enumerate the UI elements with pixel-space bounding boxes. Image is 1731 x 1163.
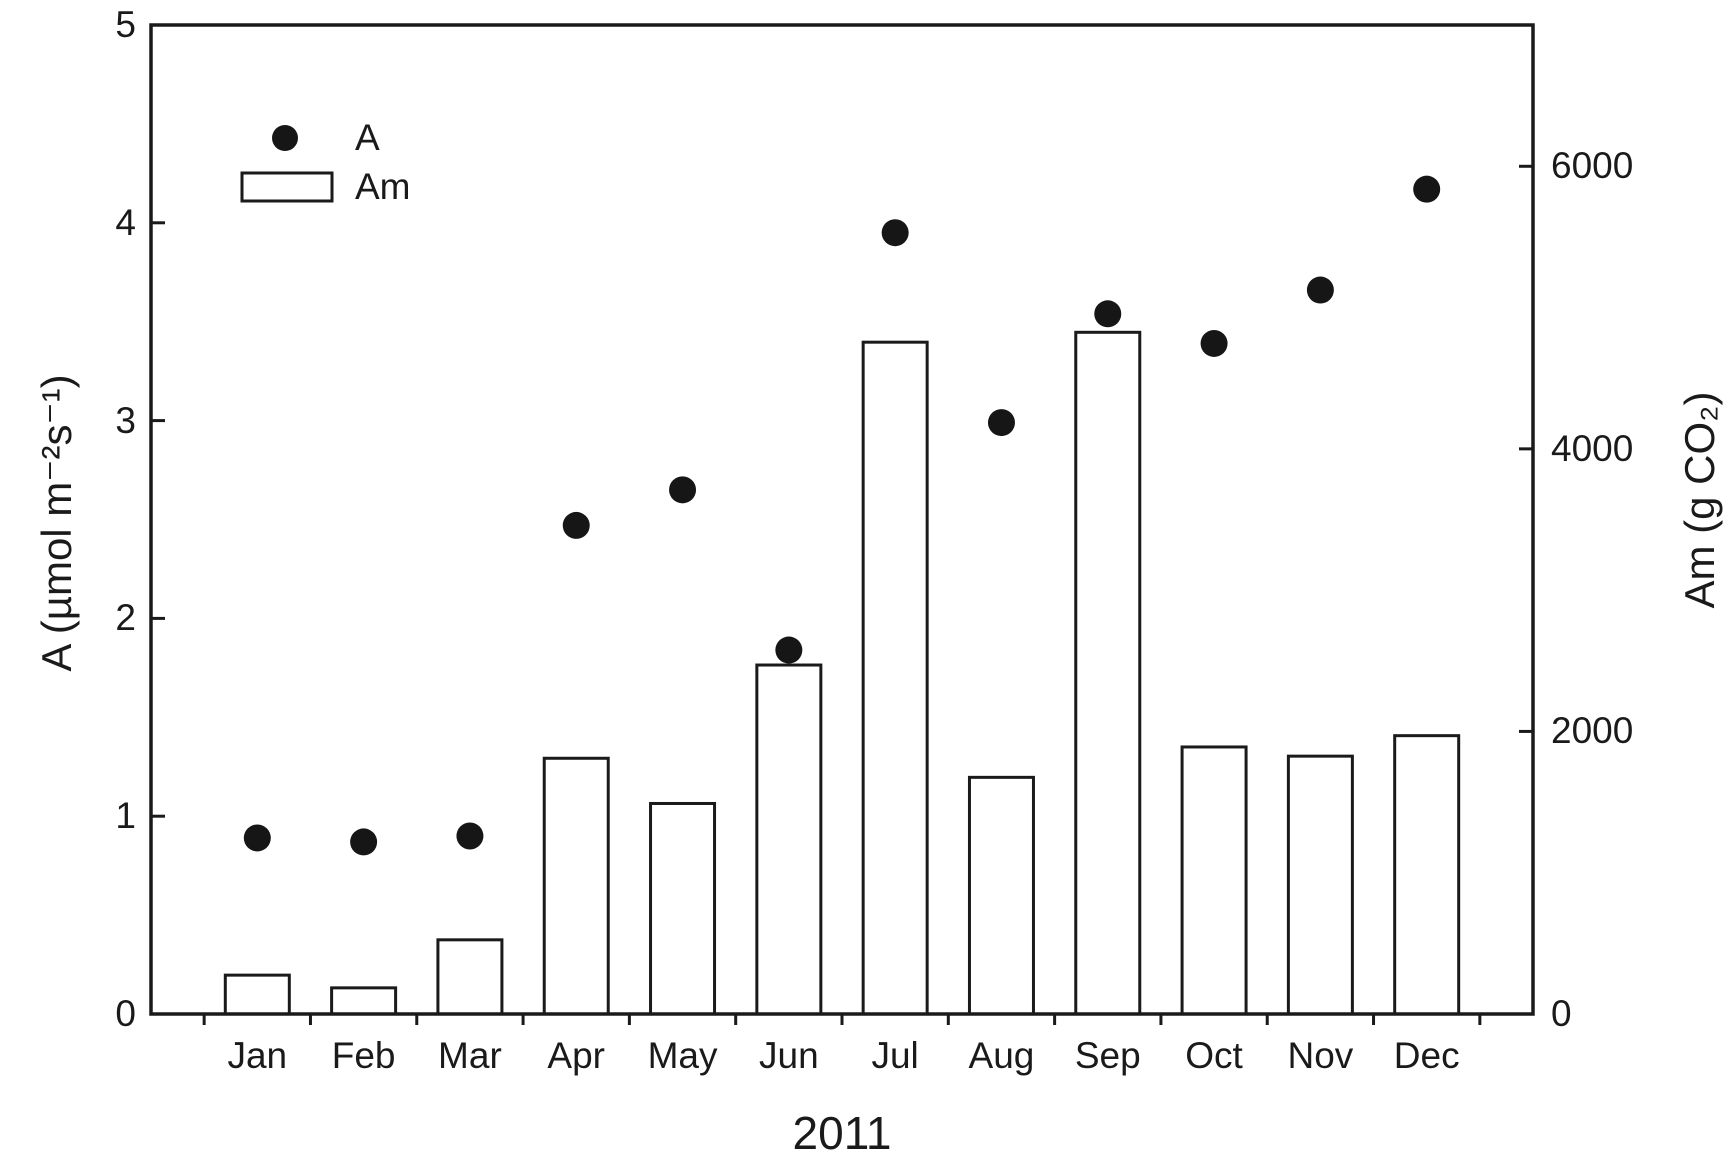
right-axis-title: Am (g CO₂) (1676, 391, 1723, 609)
dot-sep (1094, 300, 1122, 328)
bar-aug (967, 775, 1035, 1016)
x-axis-title: 2011 (792, 1107, 892, 1159)
legend-dot-marker (272, 125, 298, 151)
left-axis-tick-label: 3 (115, 399, 136, 441)
x-axis-label-jun: Jun (759, 1035, 819, 1076)
dot-mar (456, 822, 484, 850)
x-axis-label-aug: Aug (968, 1035, 1035, 1076)
right-axis-tick-label: 6000 (1551, 145, 1634, 187)
left-axis-tick-label: 0 (115, 993, 136, 1034)
dot-dec (1413, 175, 1441, 203)
dot-nov (1306, 276, 1334, 304)
x-axis-label-may: May (647, 1035, 718, 1076)
x-axis-label-feb: Feb (331, 1035, 396, 1076)
x-axis-label-nov: Nov (1287, 1035, 1354, 1076)
dot-aug (987, 409, 1015, 437)
bar-sep (1074, 330, 1142, 1016)
left-axis-title: A (µmol m⁻²s⁻¹) (33, 374, 80, 672)
bar-jan (223, 973, 291, 1016)
bar-nov (1286, 754, 1354, 1016)
plot-frame (149, 23, 1535, 1016)
x-axis-label-dec: Dec (1393, 1035, 1460, 1076)
dot-jan (243, 824, 271, 852)
x-axis-label-apr: Apr (547, 1035, 605, 1076)
x-axis-label-jul: Jul (871, 1035, 919, 1076)
dot-jun (775, 636, 803, 664)
bar-oct (1180, 745, 1248, 1016)
legend-label-a: A (355, 117, 380, 158)
x-axis-label-sep: Sep (1074, 1035, 1141, 1076)
left-axis-tick-label: 1 (115, 795, 136, 837)
legend-bar-marker (240, 171, 334, 203)
bar-jul (861, 340, 929, 1016)
right-axis-tick-label: 2000 (1551, 710, 1634, 752)
left-axis-tick-label: 5 (115, 4, 136, 45)
bar-dec (1393, 734, 1461, 1016)
left-axis-tick-label: 2 (115, 597, 136, 639)
x-axis-label-oct: Oct (1185, 1035, 1243, 1076)
bar-may (649, 801, 717, 1016)
right-axis-tick-label: 0 (1551, 993, 1572, 1034)
bar-apr (542, 756, 610, 1016)
dot-oct (1200, 329, 1228, 357)
bar-feb (330, 986, 398, 1016)
bar-mar (436, 938, 504, 1016)
x-axis-label-jan: Jan (227, 1035, 288, 1076)
x-axis-label-mar: Mar (438, 1035, 502, 1076)
right-axis-tick-label: 4000 (1551, 427, 1634, 469)
left-axis-tick-label: 4 (115, 201, 136, 243)
dot-apr (562, 511, 590, 539)
legend-label-am: Am (355, 166, 411, 207)
dot-feb (350, 828, 378, 856)
bar-jun (755, 663, 823, 1016)
dot-jul (881, 219, 909, 247)
dot-may (669, 476, 697, 504)
